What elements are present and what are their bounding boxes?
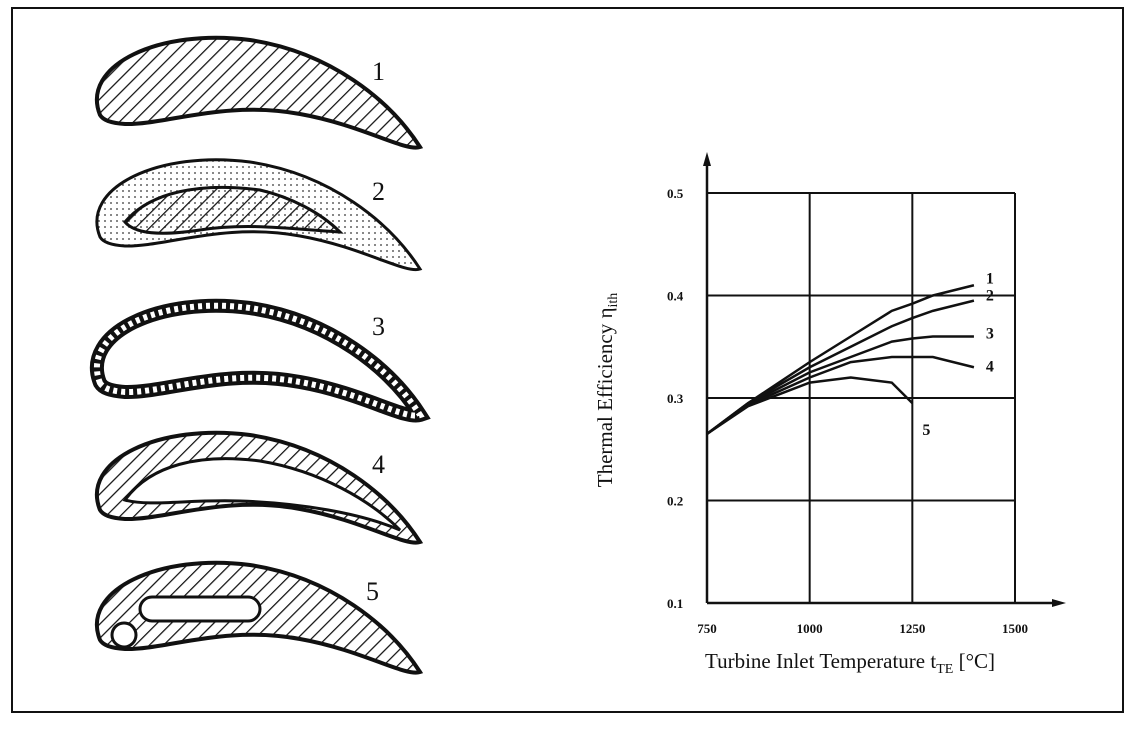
x-tick-label: 750 [697,621,717,636]
x-axis-arrow [1052,599,1066,607]
blade-label: 2 [372,177,385,206]
blade-2 [95,158,422,272]
x-tick-label: 1500 [1002,621,1028,636]
x-tick-label: 1000 [797,621,823,636]
y-tick-label: 0.3 [667,391,684,406]
blade-4 [94,430,422,545]
x-axis-label: Turbine Inlet Temperature tTE [°C] [705,649,995,677]
line [706,376,914,435]
line-label: 1 [986,270,994,287]
line-label: 5 [922,422,930,439]
y-tick-label: 0.5 [667,186,684,201]
line-label: 4 [986,358,994,375]
line [706,355,975,435]
line [706,335,974,435]
x-tick-label: 1250 [899,621,925,636]
line [706,299,975,435]
blade-5 [94,560,422,675]
y-axis-label: Thermal Efficiency ηith [593,293,621,487]
blade-label: 4 [372,450,385,479]
blade-label: 1 [372,57,385,86]
blade-1 [94,35,422,150]
y-tick-label: 0.2 [667,494,683,509]
line-label: 2 [986,288,994,305]
y-tick-label: 0.4 [667,289,684,304]
line-label: 3 [986,326,994,343]
frame [11,7,1124,713]
blade-label: 5 [366,577,379,606]
y-axis-arrow [703,152,711,166]
y-tick-label: 0.1 [667,596,683,611]
blade-label: 3 [372,312,385,341]
